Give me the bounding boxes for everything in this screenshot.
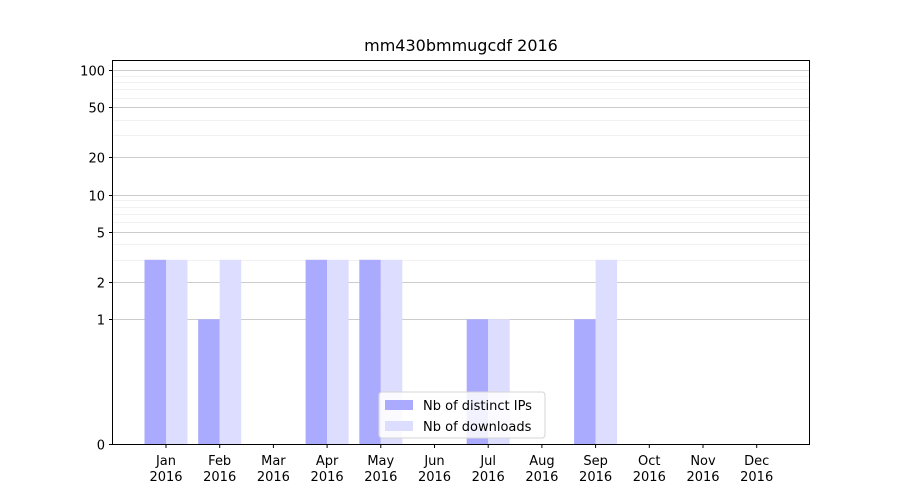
x-tick-label: Aug 2016 <box>525 454 558 485</box>
legend-label: Nb of distinct IPs <box>423 399 532 414</box>
y-tick-label: 2 <box>97 277 105 292</box>
x-tick-label: Oct 2016 <box>633 454 666 485</box>
bar-distinct-ips <box>574 319 596 444</box>
plot-frame <box>112 60 810 445</box>
x-axis: Jan 2016 Feb 2016 Mar 2016 Apr 2016 May 2016 Jun 20… <box>149 444 773 485</box>
bar-distinct-ips <box>144 259 166 444</box>
bar-downloads <box>166 259 188 444</box>
bar-distinct-ips <box>305 259 328 444</box>
bar-downloads <box>595 259 618 444</box>
bar-downloads <box>219 259 242 444</box>
bar-downloads <box>327 259 349 444</box>
y-tick-label: 100 <box>80 65 105 80</box>
legend-label: Nb of downloads <box>423 420 532 435</box>
x-tick-label: Jan 2016 <box>149 454 182 485</box>
legend-swatch <box>385 421 413 431</box>
grid-layer <box>113 70 809 445</box>
x-tick-label: Sep 2016 <box>579 454 612 485</box>
x-tick-label: Jun 2016 <box>418 454 451 485</box>
x-tick-label: Dec 2016 <box>740 454 773 485</box>
legend-box <box>378 391 546 439</box>
y-tick-label: 5 <box>97 227 105 242</box>
x-tick-label: Mar 2016 <box>257 454 290 485</box>
x-tick-label: May 2016 <box>364 454 397 485</box>
y-tick-label: 0 <box>97 439 105 454</box>
legend: Nb of distinct IPs Nb of downloads <box>378 391 546 439</box>
x-tick-label: Feb 2016 <box>203 454 236 485</box>
bar-distinct-ips <box>198 319 220 444</box>
chart-title: mm430bmmugcdf 2016 <box>364 36 558 55</box>
y-tick-label: 10 <box>88 190 105 205</box>
bar-distinct-ips <box>359 259 381 444</box>
legend-swatch <box>385 400 413 410</box>
y-tick-label: 20 <box>88 152 105 167</box>
y-tick-label: 50 <box>88 102 105 117</box>
x-tick-label: Apr 2016 <box>311 454 344 485</box>
y-axis: 0 1 2 5 10 20 50 100 <box>80 65 113 454</box>
x-tick-label: Jul 2016 <box>472 454 505 485</box>
x-tick-label: Nov 2016 <box>686 454 719 485</box>
y-tick-label: 1 <box>97 314 105 329</box>
